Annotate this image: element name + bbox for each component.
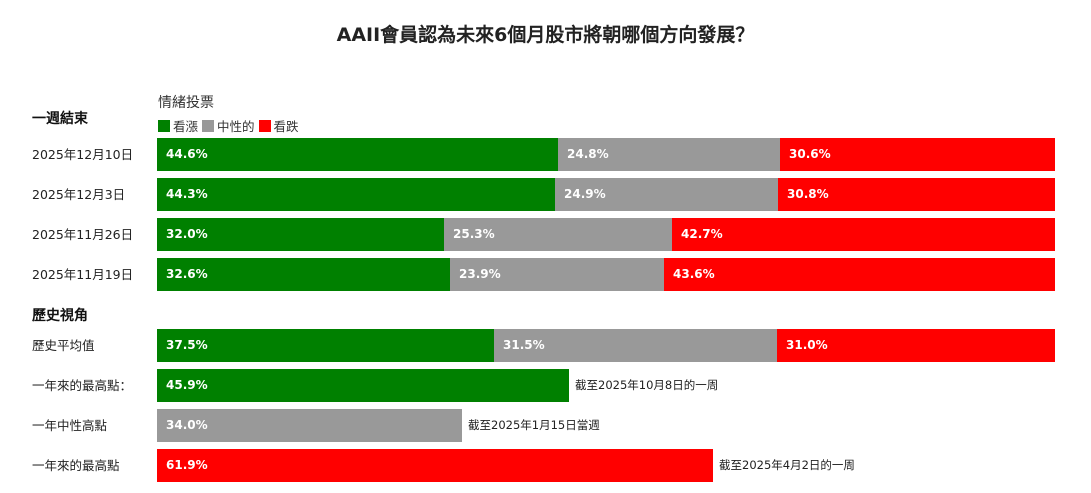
bar-row: 44.3% 24.9% 30.8% — [157, 178, 1055, 211]
legend-swatch-bearish — [258, 119, 271, 132]
bar-segment-bullish: 44.6% — [157, 138, 558, 171]
bar-row: 32.0% 25.3% 42.7% — [157, 218, 1055, 251]
bar-segment-neutral: 24.8% — [558, 138, 780, 171]
bar-segment-neutral: 25.3% — [444, 218, 672, 251]
row-label: 2025年12月10日 — [32, 147, 134, 162]
section-heading: 一週結束 — [32, 111, 88, 127]
legend-item-bullish: 看漲 — [158, 116, 198, 135]
bar-segment-bullish: 44.3% — [157, 178, 555, 211]
chart-title: AAII會員認為未來6個月股市將朝哪個方向發展？ — [336, 24, 755, 46]
legend-label-neutral: 中性的 — [217, 119, 255, 134]
bar-note: 截至2025年10月8日的一周 — [575, 378, 719, 392]
bar-segment-bearish: 30.6% — [780, 138, 1055, 171]
bar-segment-bearish: 31.0% — [777, 329, 1055, 362]
legend-swatch-neutral — [202, 119, 215, 132]
bar-segment-bullish: 32.0% — [157, 218, 444, 251]
section-heading: 歷史視角 — [32, 308, 88, 324]
bar-row: 44.6% 24.8% 30.6% — [157, 138, 1055, 171]
row-label: 2025年11月19日 — [32, 267, 134, 282]
legend-item-bearish: 看跌 — [258, 116, 299, 135]
bar-segment-bearish: 43.6% — [664, 258, 1055, 291]
bar-row: 32.6% 23.9% 43.6% — [157, 258, 1055, 291]
bar-segment-neutral: 31.5% — [494, 329, 777, 362]
bar-segment-bullish: 32.6% — [157, 258, 450, 291]
bar-row: 45.9% — [157, 369, 1055, 402]
bar-row: 37.5% 31.5% 31.0% — [157, 329, 1055, 362]
legend: 看漲 中性的 看跌 — [158, 116, 303, 135]
legend-label-bullish: 看漲 — [173, 119, 199, 134]
legend-label-bearish: 看跌 — [273, 119, 299, 134]
legend-swatch-bullish — [158, 119, 170, 132]
bar-segment-bullish: 37.5% — [157, 329, 494, 362]
bar-segment-bullish: 45.9% — [157, 369, 569, 402]
bar-segment-neutral: 24.9% — [555, 178, 778, 211]
bar-segment-neutral: 23.9% — [450, 258, 664, 291]
bar-segment-neutral: 34.0% — [157, 409, 462, 442]
bar-segment-bearish: 61.9% — [157, 449, 713, 482]
legend-item-neutral: 中性的 — [202, 116, 255, 135]
bar-note: 截至2025年4月2日的一周 — [719, 458, 855, 472]
row-label: 一年來的最高點： — [32, 378, 133, 393]
row-label: 2025年12月3日 — [32, 187, 126, 202]
row-label: 一年中性高點 — [32, 418, 108, 433]
row-label: 一年來的最高點 — [32, 458, 120, 473]
legend-title: 情緒投票 — [158, 95, 214, 111]
row-label: 2025年11月26日 — [32, 227, 134, 242]
bar-segment-bearish: 42.7% — [672, 218, 1055, 251]
row-label: 歷史平均值 — [32, 338, 95, 353]
bar-row: 34.0% — [157, 409, 1055, 442]
bar-note: 截至2025年1月15日當週 — [468, 418, 600, 432]
bar-segment-bearish: 30.8% — [778, 178, 1055, 211]
bar-row: 61.9% — [157, 449, 1055, 482]
